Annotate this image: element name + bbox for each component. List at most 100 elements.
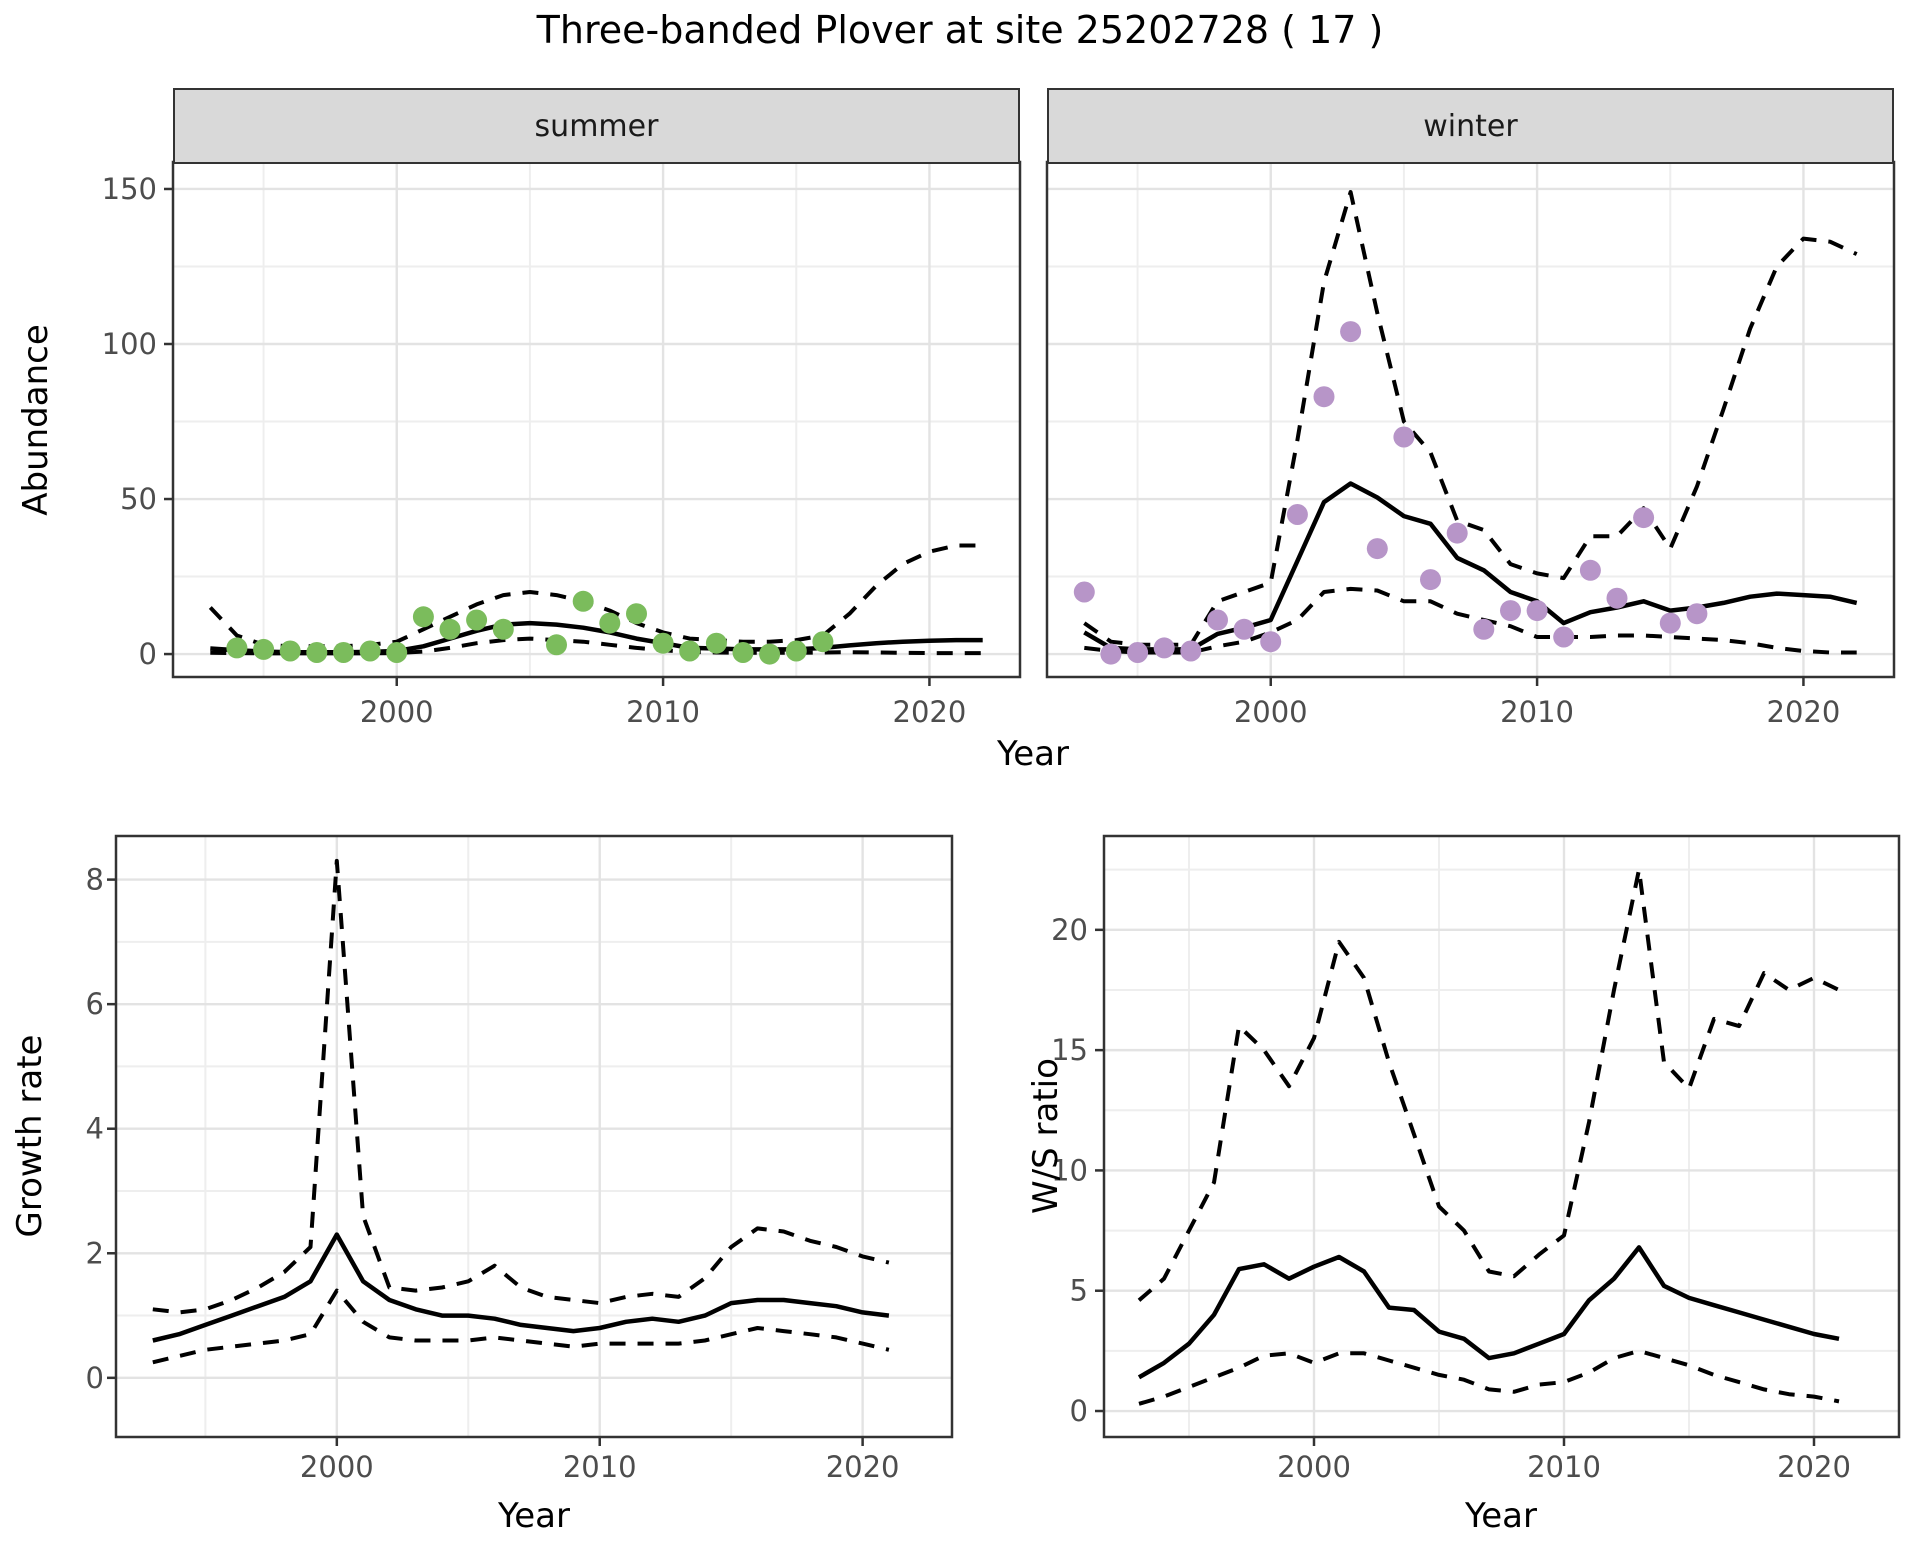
panel-abundance-winter-point: [1473, 618, 1495, 640]
panel-abundance-winter-point: [1420, 569, 1441, 591]
svg-text:2000: 2000: [300, 1450, 374, 1484]
panel-abundance-winter-point: [1233, 618, 1255, 640]
panel-abundance-summer: 2000 2010 2020 0 50 100 150: [102, 160, 1022, 729]
panel-abundance-summer-point: [546, 634, 567, 656]
panel-abundance-winter-point: [1579, 559, 1601, 581]
panel-abundance-summer-point: [785, 640, 807, 662]
svg-text:50: 50: [120, 482, 157, 516]
panel-abundance-summer-points: [226, 590, 834, 665]
panel-abundance-summer-point: [599, 612, 621, 634]
svg-text:8: 8: [86, 863, 104, 897]
panel-abundance-winter-point: [1153, 637, 1175, 659]
svg-text:15: 15: [1051, 1033, 1088, 1067]
chart-title: Three-banded Plover at site 25202728 ( 1…: [536, 8, 1384, 52]
panel-abundance-winter-point: [1073, 581, 1095, 603]
panel-abundance-winter-point: [1340, 321, 1362, 343]
panel-abundance-summer-point: [333, 642, 354, 663]
panel-ws-ratio-series: [1137, 867, 1840, 1406]
svg-text:0: 0: [86, 1361, 104, 1395]
svg-text:2020: 2020: [826, 1450, 900, 1484]
panel-abundance-winter-ci-line: [1083, 190, 1858, 647]
panel-abundance-winter-point: [1180, 640, 1202, 662]
x-axis-title-year-bottom-left: Year: [498, 1496, 570, 1536]
panel-abundance-summer-point: [386, 642, 408, 663]
svg-text:150: 150: [102, 172, 157, 206]
panel-abundance-summer-point: [279, 640, 301, 662]
svg-text:2010: 2010: [1500, 695, 1574, 729]
panel-abundance-summer-point: [226, 637, 248, 659]
panel-abundance-summer-point: [812, 631, 834, 653]
panel-abundance-winter-points: [1073, 321, 1708, 665]
panel-abundance-winter-point: [1553, 626, 1575, 648]
panel-growth-rate-mean-line: [152, 1232, 890, 1343]
panel-abundance-winter-point: [1446, 522, 1468, 544]
panel-abundance-summer-ci-line: [210, 636, 983, 656]
panel-abundance-summer-point: [492, 618, 514, 640]
panel-abundance-winter-point: [1526, 600, 1548, 622]
panel-ws-ratio: 2000 2010 2020 0 5 10 15 20: [1051, 834, 1901, 1484]
panel-abundance-winter-point: [1100, 643, 1122, 665]
panel-abundance-winter-point: [1686, 603, 1708, 625]
facet-label-winter: winter: [1423, 108, 1518, 144]
svg-text:6: 6: [86, 987, 104, 1021]
svg-text:2020: 2020: [1777, 1450, 1851, 1484]
svg-text:2000: 2000: [1277, 1450, 1351, 1484]
svg-text:5: 5: [1070, 1274, 1088, 1308]
svg-text:2: 2: [86, 1236, 104, 1270]
svg-text:4: 4: [86, 1112, 104, 1146]
panel-abundance-summer-point: [412, 606, 434, 628]
svg-text:2020: 2020: [1767, 695, 1841, 729]
panel-abundance-summer-point: [679, 640, 701, 662]
svg-text:2010: 2010: [1527, 1450, 1601, 1484]
panel-abundance-winter-point: [1286, 504, 1308, 525]
panel-abundance-winter-point: [1313, 386, 1335, 408]
panel-abundance-winter: 2000 2010 2020: [1045, 160, 1896, 729]
svg-text:0: 0: [139, 637, 157, 671]
panel-ws-ratio-mean-line: [1137, 1245, 1840, 1380]
panel-growth-rate-series: [152, 858, 890, 1365]
panel-abundance-winter-point: [1127, 642, 1149, 663]
svg-text:2000: 2000: [1234, 695, 1308, 729]
panel-abundance-winter-point: [1393, 426, 1415, 448]
panel-abundance-winter-point: [1207, 609, 1228, 631]
panel-growth-rate-ci-line: [152, 858, 890, 1315]
svg-text:2020: 2020: [893, 695, 967, 729]
svg-text:0: 0: [1070, 1394, 1088, 1428]
facet-label-summer: summer: [534, 108, 659, 144]
svg-text:2010: 2010: [563, 1450, 637, 1484]
panel-growth-rate-ci-line: [152, 1288, 890, 1365]
panel-abundance-winter-mean-line: [1083, 481, 1858, 652]
x-axis-title-year-top: Year: [997, 734, 1069, 774]
panel-abundance-summer-point: [732, 642, 754, 663]
svg-text:2000: 2000: [360, 695, 434, 729]
y-axis-title-abundance: Abundance: [16, 324, 56, 516]
panel-abundance-winter-point: [1366, 538, 1388, 560]
panel-abundance-summer-point: [652, 632, 674, 654]
svg-text:20: 20: [1051, 913, 1088, 947]
panel-ws-ratio-ci-line: [1138, 1348, 1840, 1406]
panel-ws-ratio-ci-line: [1137, 867, 1840, 1302]
panel-abundance-summer-point: [705, 632, 727, 654]
facet-strip-winter: winter: [1047, 88, 1894, 164]
panel-growth-rate: 2000 2010 2020 0 2 4 6 8: [86, 834, 954, 1484]
panel-abundance-winter-point: [1606, 587, 1628, 609]
panel-abundance-summer-point: [466, 609, 488, 631]
y-axis-title-ws-ratio: W/S ratio: [1026, 1058, 1066, 1214]
panel-abundance-summer-point: [759, 643, 781, 665]
facet-strip-summer: summer: [173, 88, 1020, 164]
panel-abundance-summer-point: [439, 618, 461, 640]
panel-abundance-summer-series: [208, 543, 983, 656]
panel-abundance-summer-point: [626, 603, 647, 625]
panel-abundance-summer-point: [253, 638, 275, 660]
panel-abundance-winter-point: [1260, 631, 1282, 653]
y-axis-title-growth-rate: Growth rate: [10, 1034, 50, 1238]
svg-text:2010: 2010: [626, 695, 700, 729]
panel-abundance-summer-point: [306, 642, 328, 663]
panel-abundance-winter-point: [1500, 600, 1521, 622]
svg-text:100: 100: [102, 327, 157, 361]
svg-text:10: 10: [1051, 1153, 1088, 1187]
panel-abundance-winter-point: [1633, 507, 1655, 529]
panel-abundance-summer-point: [572, 590, 594, 612]
panel-abundance-winter-series: [1083, 190, 1858, 655]
